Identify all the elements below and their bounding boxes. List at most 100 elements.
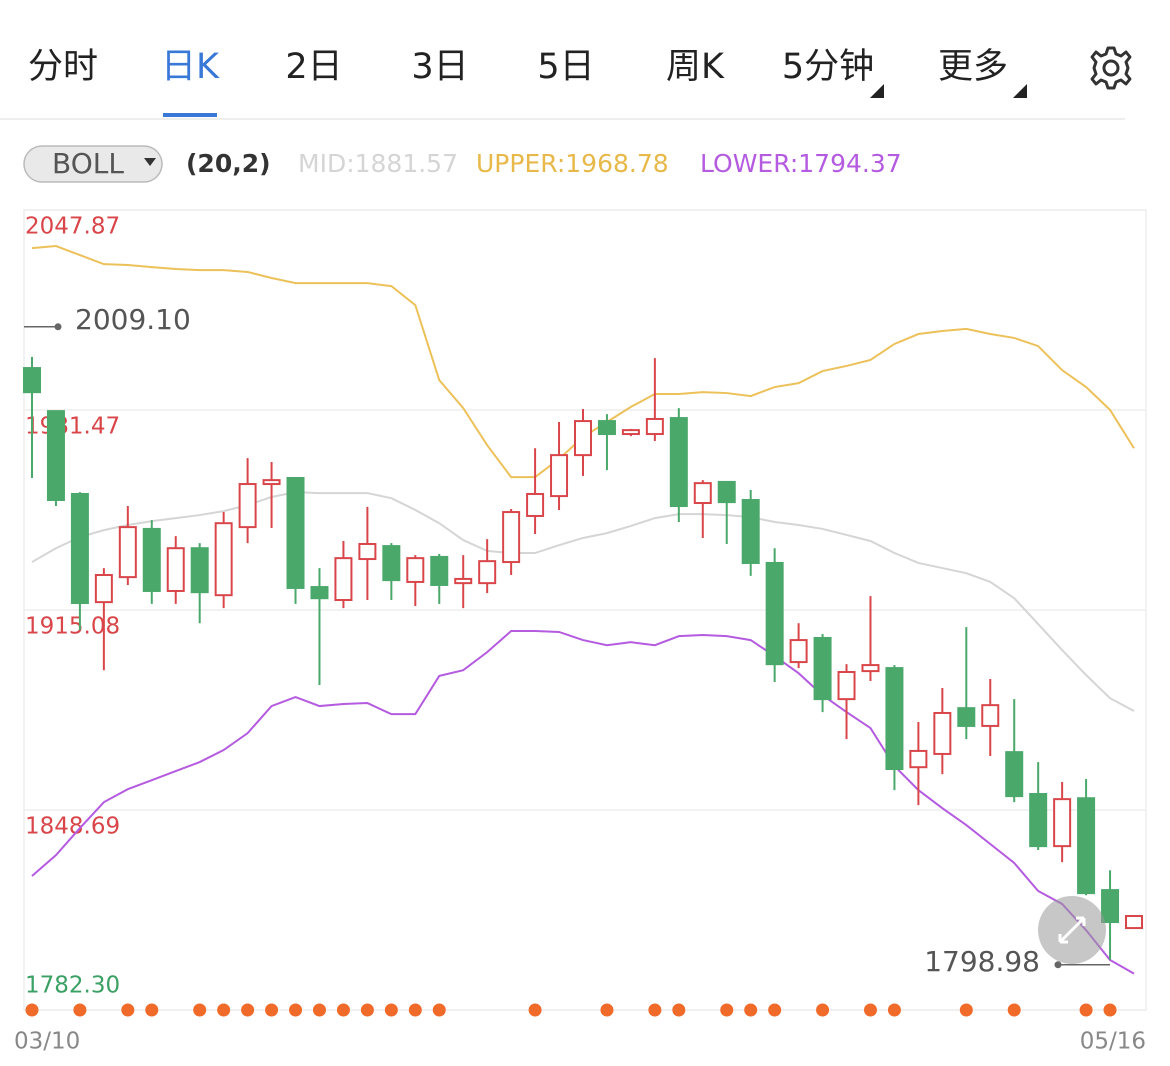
signal-dot[interactable] [648, 1003, 662, 1017]
signal-dot[interactable] [145, 1003, 159, 1017]
y-tick-label: 1981.47 [25, 414, 120, 440]
legend-label: UPPER:1968.78 [476, 149, 669, 178]
candle-body [550, 454, 569, 498]
signal-dot[interactable] [408, 1003, 422, 1017]
signal-dot[interactable] [121, 1003, 135, 1017]
candle-body [334, 557, 353, 602]
candle-body [1029, 793, 1048, 848]
max-label: 2009.10 [75, 303, 191, 336]
candle-body [1005, 751, 1024, 798]
band-line [31, 630, 1135, 975]
candle-body [645, 417, 664, 436]
tab[interactable]: 分时 [28, 47, 98, 87]
candle-body [430, 555, 449, 586]
candle-body [933, 711, 952, 755]
candle-body [574, 420, 592, 457]
candle-body [597, 420, 616, 436]
candle-body [454, 577, 473, 585]
candle-body [142, 527, 161, 592]
expand-button[interactable] [1038, 896, 1106, 964]
candle-body [981, 704, 1000, 727]
candle-body [310, 586, 329, 600]
tab[interactable]: 5分钟 [782, 47, 874, 87]
candle-body [885, 667, 904, 771]
max-dot [54, 323, 62, 331]
dropdown-arrow [870, 84, 884, 98]
indicator-params: (20,2) [186, 149, 271, 178]
candle-body [478, 560, 497, 585]
signal-dot[interactable] [289, 1003, 303, 1017]
settings-icon[interactable] [1090, 46, 1132, 90]
signal-dot[interactable] [1103, 1003, 1117, 1017]
candle-body [238, 483, 257, 529]
signal-dot[interactable] [744, 1003, 758, 1017]
tab[interactable]: 3日 [411, 47, 468, 87]
candle-body [669, 417, 688, 508]
candle-body [1101, 889, 1120, 924]
candle-body [765, 561, 784, 666]
candle-body [813, 636, 832, 701]
tab[interactable]: 5日 [537, 47, 594, 87]
tab-indicator [163, 113, 217, 117]
y-tick-label: 2047.87 [25, 214, 120, 240]
signal-dot[interactable] [432, 1003, 446, 1017]
candle-body [46, 410, 65, 502]
candle-body [214, 522, 233, 597]
indicator-name: BOLL [52, 147, 124, 180]
signal-dot[interactable] [863, 1003, 877, 1017]
candle-body [94, 574, 113, 604]
candle-body [1053, 798, 1072, 848]
band-line [31, 491, 1135, 712]
candle-body [382, 545, 401, 582]
candle-body [23, 367, 41, 394]
candle-body [789, 639, 808, 664]
signal-dot[interactable] [720, 1003, 734, 1017]
candle-body [118, 526, 137, 579]
indicator-select[interactable]: BOLL [23, 145, 163, 183]
signal-dot[interactable] [193, 1003, 207, 1017]
candle-body [286, 477, 305, 589]
candle-body [406, 557, 425, 583]
signal-dot[interactable] [600, 1003, 614, 1017]
plot: 2047.871981.471915.081848.691782.3003/10… [14, 209, 1146, 1055]
signal-dot[interactable] [265, 1003, 279, 1017]
signal-dot[interactable] [528, 1003, 542, 1017]
tab[interactable]: 日K [161, 47, 220, 87]
y-tick-label: 1782.30 [25, 973, 120, 999]
signal-dot[interactable] [959, 1003, 973, 1017]
legend-label: MID:1881.57 [298, 149, 458, 178]
candle-body [837, 671, 856, 701]
candle-body [1077, 797, 1096, 895]
x-tick-label: 05/16 [1080, 1029, 1146, 1055]
y-tick-label: 1915.08 [25, 614, 120, 640]
signal-dot[interactable] [312, 1003, 326, 1017]
signal-dot[interactable] [336, 1003, 350, 1017]
signal-dot[interactable] [672, 1003, 686, 1017]
signal-dot[interactable] [217, 1003, 231, 1017]
signal-dot[interactable] [73, 1003, 87, 1017]
x-tick-label: 03/10 [14, 1029, 80, 1055]
tab[interactable]: 更多 [938, 47, 1008, 87]
candle-body [262, 479, 281, 486]
candle-body [526, 492, 545, 517]
signal-dot[interactable] [384, 1003, 398, 1017]
signal-dot[interactable] [360, 1003, 374, 1017]
signal-dot[interactable] [25, 1003, 39, 1017]
tab[interactable]: 2日 [285, 47, 342, 87]
signal-dot[interactable] [1007, 1003, 1021, 1017]
signal-dot[interactable] [1079, 1003, 1093, 1017]
signal-dot[interactable] [816, 1003, 830, 1017]
tab[interactable]: 周K [666, 47, 725, 87]
candle-body [621, 429, 640, 436]
signal-dot[interactable] [887, 1003, 901, 1017]
candle-body [190, 547, 209, 594]
candle-body [502, 511, 521, 564]
signal-dot[interactable] [241, 1003, 255, 1017]
min-dot [1054, 961, 1062, 969]
candle-body [693, 482, 712, 505]
candle-body [861, 664, 880, 673]
signal-dot[interactable] [768, 1003, 782, 1017]
candle-body [1125, 915, 1143, 930]
